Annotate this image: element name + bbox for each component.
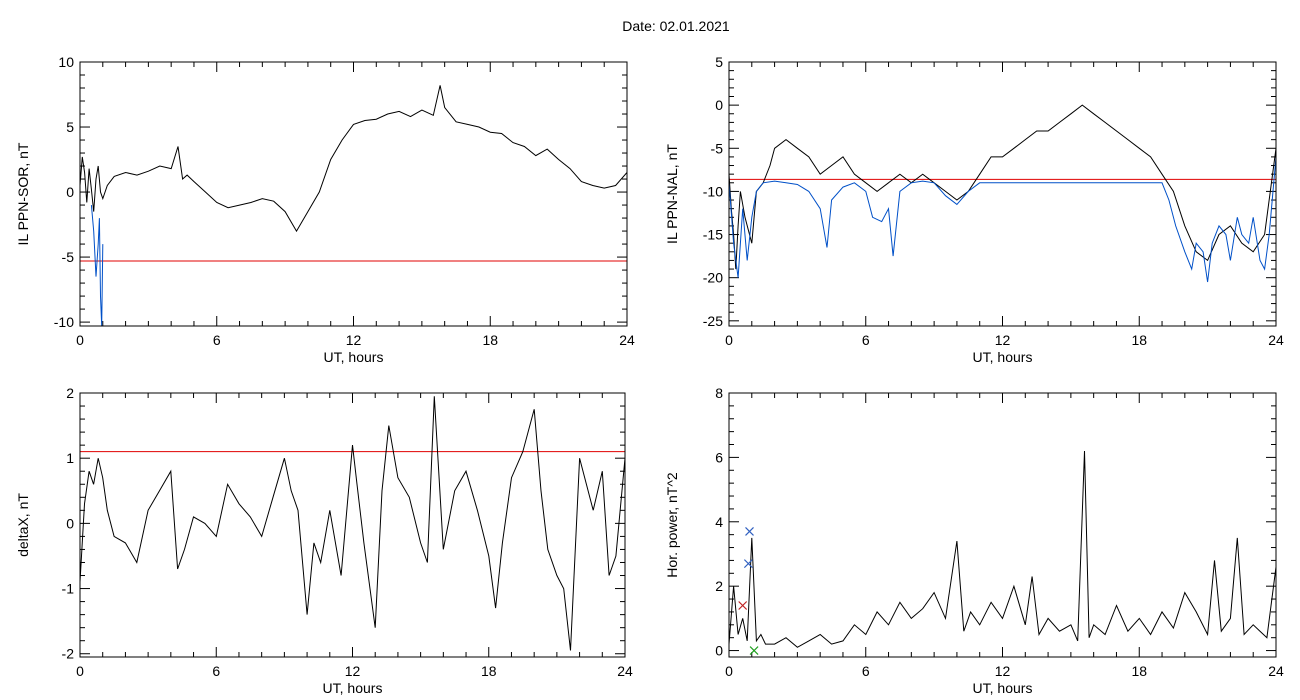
marker-stroke bbox=[745, 527, 754, 536]
marker-stroke bbox=[749, 646, 759, 655]
y-tick-label: -15 bbox=[703, 227, 723, 243]
y-tick-label: 4 bbox=[715, 514, 723, 530]
x-tick-label: 6 bbox=[862, 332, 870, 348]
y-tick-label: 6 bbox=[715, 449, 723, 465]
x-tick-label: 12 bbox=[345, 663, 361, 679]
x-tick-label: 18 bbox=[1131, 332, 1147, 348]
series-line bbox=[729, 450, 1276, 648]
x-tick-label: 18 bbox=[482, 332, 498, 348]
x-tick-label: 24 bbox=[1268, 332, 1284, 348]
plot-frame bbox=[79, 61, 628, 327]
y-tick-label: 2 bbox=[66, 385, 74, 401]
y-tick-label: -10 bbox=[54, 314, 74, 330]
marker-stroke bbox=[743, 559, 753, 569]
x-axis-label: UT, hours bbox=[973, 349, 1033, 365]
figure-title: Date: 02.01.2021 bbox=[622, 18, 730, 34]
y-axis-label: Hor. power, nT^2 bbox=[664, 472, 680, 578]
y-tick-label: 0 bbox=[715, 643, 723, 659]
x-axis-label: UT, hours bbox=[323, 680, 383, 696]
y-tick-label: -5 bbox=[62, 249, 75, 265]
y-tick-label: -25 bbox=[703, 313, 723, 329]
x-tick-label: 0 bbox=[76, 332, 84, 348]
y-tick-label: 0 bbox=[66, 184, 74, 200]
x-tick-label: 6 bbox=[213, 332, 221, 348]
y-tick-label: 5 bbox=[715, 54, 723, 70]
x-axis-label: UT, hours bbox=[973, 680, 1033, 696]
plot-frame bbox=[728, 61, 1277, 327]
x-tick-label: 0 bbox=[725, 332, 733, 348]
plot-frame bbox=[79, 392, 626, 658]
data-marker bbox=[749, 646, 759, 655]
x-axis-label: UT, hours bbox=[324, 349, 384, 365]
data-marker bbox=[738, 601, 748, 610]
data-marker bbox=[743, 559, 753, 569]
x-tick-label: 24 bbox=[619, 332, 635, 348]
y-tick-label: 10 bbox=[58, 54, 74, 70]
y-tick-label: -1 bbox=[62, 581, 75, 597]
y-axis-label: IL PPN-SOR, nT bbox=[15, 142, 31, 245]
series-line bbox=[90, 205, 104, 326]
x-tick-label: 6 bbox=[862, 663, 870, 679]
y-axis-label: IL PPN-NAL, nT bbox=[664, 144, 680, 244]
y-tick-label: -5 bbox=[711, 140, 724, 156]
x-tick-label: 18 bbox=[481, 663, 497, 679]
series-line bbox=[729, 156, 1276, 283]
y-tick-label: 0 bbox=[715, 97, 723, 113]
y-tick-label: 8 bbox=[715, 385, 723, 401]
x-tick-label: 6 bbox=[212, 663, 220, 679]
x-tick-label: 12 bbox=[995, 663, 1011, 679]
y-tick-label: 0 bbox=[66, 515, 74, 531]
y-axis-label: deltaX, nT bbox=[15, 493, 31, 557]
x-tick-label: 0 bbox=[76, 663, 84, 679]
plot-frame bbox=[728, 392, 1277, 658]
y-tick-label: -20 bbox=[703, 270, 723, 286]
y-tick-label: 1 bbox=[66, 450, 74, 466]
x-tick-label: 18 bbox=[1131, 663, 1147, 679]
y-tick-label: -2 bbox=[62, 646, 75, 662]
x-tick-label: 0 bbox=[725, 663, 733, 679]
y-tick-label: 5 bbox=[66, 119, 74, 135]
y-tick-label: -10 bbox=[703, 183, 723, 199]
x-tick-label: 12 bbox=[346, 332, 362, 348]
plot-nal: 0 6 12 18 24 -25 -20 -15 -10 -5 0 5 UT, hours IL PPN-… bbox=[664, 54, 1284, 365]
series-line bbox=[729, 104, 1276, 270]
series-line bbox=[80, 396, 625, 651]
marker-stroke bbox=[738, 601, 748, 610]
plot-sor: 0 6 12 18 24 -10 -5 0 5 10 UT, hours IL PPN-SOR, nT bbox=[15, 54, 635, 365]
series-line bbox=[80, 85, 627, 233]
x-tick-label: 24 bbox=[1268, 663, 1284, 679]
x-tick-label: 24 bbox=[617, 663, 633, 679]
y-tick-label: 2 bbox=[715, 578, 723, 594]
x-tick-label: 12 bbox=[995, 332, 1011, 348]
data-marker bbox=[745, 527, 754, 536]
